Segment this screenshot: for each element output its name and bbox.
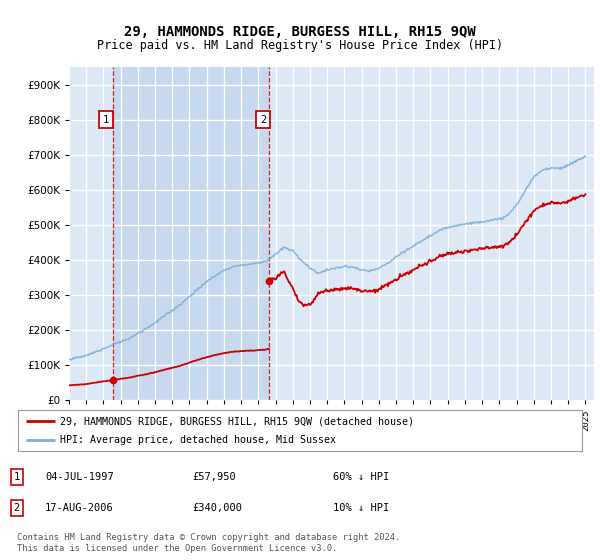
Text: 2: 2 (260, 115, 266, 125)
Text: 2: 2 (14, 503, 20, 513)
Text: £340,000: £340,000 (192, 503, 242, 513)
Text: 17-AUG-2006: 17-AUG-2006 (45, 503, 114, 513)
Text: £57,950: £57,950 (192, 472, 236, 482)
Text: 1: 1 (14, 472, 20, 482)
Text: 29, HAMMONDS RIDGE, BURGESS HILL, RH15 9QW: 29, HAMMONDS RIDGE, BURGESS HILL, RH15 9… (124, 25, 476, 39)
Text: 29, HAMMONDS RIDGE, BURGESS HILL, RH15 9QW (detached house): 29, HAMMONDS RIDGE, BURGESS HILL, RH15 9… (60, 417, 415, 426)
Text: 60% ↓ HPI: 60% ↓ HPI (333, 472, 389, 482)
Text: 10% ↓ HPI: 10% ↓ HPI (333, 503, 389, 513)
Text: 1: 1 (103, 115, 109, 125)
Text: Price paid vs. HM Land Registry's House Price Index (HPI): Price paid vs. HM Land Registry's House … (97, 39, 503, 52)
Text: HPI: Average price, detached house, Mid Sussex: HPI: Average price, detached house, Mid … (60, 435, 337, 445)
Text: Contains HM Land Registry data © Crown copyright and database right 2024.
This d: Contains HM Land Registry data © Crown c… (17, 533, 400, 553)
Bar (113, 67, 269, 400)
Text: 04-JUL-1997: 04-JUL-1997 (45, 472, 114, 482)
